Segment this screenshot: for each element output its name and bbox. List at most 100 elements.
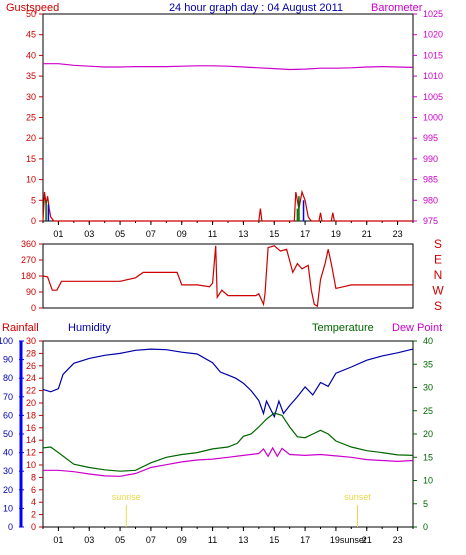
rainfall-scale-tick: 4	[31, 497, 36, 507]
temperature-axis-tick: 10	[423, 476, 433, 486]
barometer-label: Barometer	[371, 2, 423, 14]
rainfall-scale-tick: 22	[26, 386, 36, 396]
humidity-scale-tick: 10	[3, 503, 13, 513]
x-tick-label: 01	[53, 535, 63, 545]
x-tick-label: 19	[331, 229, 341, 239]
rainfall-scale-tick: 2	[31, 510, 36, 520]
humidity-scale-tick: 60	[3, 410, 13, 420]
humidity-line	[42, 348, 414, 419]
humidity-scale-tick: 50	[3, 429, 13, 439]
x-tick-label: 21	[362, 229, 372, 239]
barometer-axis-tick: 990	[423, 154, 438, 164]
rainfall-scale-tick: 0	[31, 522, 36, 532]
barometer-line	[43, 63, 414, 71]
x-tick-label: 13	[238, 535, 248, 545]
direction-axis-tick: 270	[21, 255, 36, 265]
x-tick-label: 15	[269, 229, 279, 239]
rainfall-scale-tick: 20	[26, 398, 36, 408]
temperature-label: Temperature	[312, 322, 374, 334]
rainfall-scale-tick: 14	[26, 435, 36, 445]
temperature-axis-tick: 25	[423, 406, 433, 416]
humidity-scale-tick: 0	[8, 522, 13, 532]
sunrise-label: sunrise	[112, 492, 141, 502]
rainfall-scale-tick: 6	[31, 485, 36, 495]
x-tick-label: 17	[300, 229, 310, 239]
gust-axis-tick: 10	[26, 175, 36, 185]
barometer-axis-tick: 985	[423, 175, 438, 185]
rainfall-scale-tick: 18	[26, 410, 36, 420]
temperature-axis-tick: 5	[423, 499, 428, 509]
compass-letter: S	[434, 237, 442, 251]
gust-axis-tick: 25	[26, 113, 36, 123]
x-tick-label: 11	[208, 535, 217, 545]
barometer-axis-tick: 1020	[423, 30, 443, 40]
rainfall-scale-tick: 8	[31, 472, 36, 482]
x-tick-label: 17	[300, 535, 310, 545]
x-tick-label: 07	[146, 535, 156, 545]
direction-axis-tick: 180	[21, 271, 36, 281]
humidity-scale-tick: 30	[3, 466, 13, 476]
compass-letter: S	[434, 299, 442, 313]
direction-axis-tick: 90	[26, 287, 36, 297]
barometer-axis-tick: 1015	[423, 50, 443, 60]
x-tick-label: 05	[115, 229, 125, 239]
barometer-axis-tick: 1025	[423, 9, 443, 19]
chart-title: 24 hour graph day : 04 August 2011	[169, 2, 343, 14]
rainfall-scale-tick: 28	[26, 348, 36, 358]
barometer-axis-tick: 1010	[423, 71, 443, 81]
gust-axis-tick: 5	[31, 195, 36, 205]
temperature-axis-tick: 40	[423, 336, 433, 346]
x-tick-label: 07	[146, 229, 156, 239]
x-tick-label: 09	[177, 229, 187, 239]
x-tick-label: 09	[177, 535, 187, 545]
gustspeed-label: Gustspeed	[6, 2, 59, 14]
humidity-scale-tick: 90	[3, 355, 13, 365]
x-tick-label: 11	[208, 229, 217, 239]
x-tick-label: 05	[115, 535, 125, 545]
rainfall-scale-tick: 26	[26, 361, 36, 371]
barometer-axis-tick: 980	[423, 195, 438, 205]
rainfall-scale-tick: 30	[26, 336, 36, 346]
gust-axis-tick: 35	[26, 71, 36, 81]
x-tick-label: 03	[84, 535, 94, 545]
rainfall-label: Rainfall	[2, 322, 39, 334]
compass-letter: E	[434, 253, 442, 267]
gust-axis-tick: 50	[26, 9, 36, 19]
dew-point-line	[43, 446, 414, 477]
compass-letter: W	[432, 284, 444, 298]
x-tick-label: 19sunset	[330, 535, 367, 545]
x-tick-label: 23	[393, 229, 403, 239]
direction-axis-tick: 360	[21, 239, 36, 249]
temperature-axis-tick: 20	[423, 429, 433, 439]
dewpoint-label: Dew Point	[392, 322, 442, 334]
rainfall-scale-tick: 12	[26, 448, 36, 458]
rainfall-scale-tick: 24	[26, 373, 36, 383]
gust-axis-tick: 45	[26, 30, 36, 40]
x-tick-label: 03	[84, 229, 94, 239]
humidity-scale-tick: 70	[3, 392, 13, 402]
x-tick-label: 13	[238, 229, 248, 239]
rainfall-scale-tick: 10	[26, 460, 36, 470]
x-tick-label: 01	[53, 229, 63, 239]
barometer-axis-tick: 1000	[423, 113, 443, 123]
x-tick-label: 15	[269, 535, 279, 545]
temperature-axis-tick: 15	[423, 452, 433, 462]
temperature-axis-tick: 30	[423, 383, 433, 393]
barometer-axis-tick: 975	[423, 216, 438, 226]
gust-axis-tick: 15	[26, 154, 36, 164]
x-tick-label: 23	[393, 535, 403, 545]
gust-axis-tick: 40	[26, 50, 36, 60]
direction-axis-tick: 0	[31, 303, 36, 313]
barometer-axis-tick: 1005	[423, 92, 443, 102]
sunset-label: sunset	[344, 492, 371, 502]
humidity-scale-tick: 100	[0, 336, 13, 346]
temperature-axis-tick: 0	[423, 522, 428, 532]
humidity-label: Humidity	[68, 322, 111, 334]
temperature-line	[42, 412, 414, 472]
gust-axis-tick: 30	[26, 92, 36, 102]
gust-axis-tick: 20	[26, 133, 36, 143]
rain-humidity-temperature-panel: 0102030405060708090100024681012141618202…	[0, 336, 433, 545]
temperature-axis-tick: 35	[423, 359, 433, 369]
